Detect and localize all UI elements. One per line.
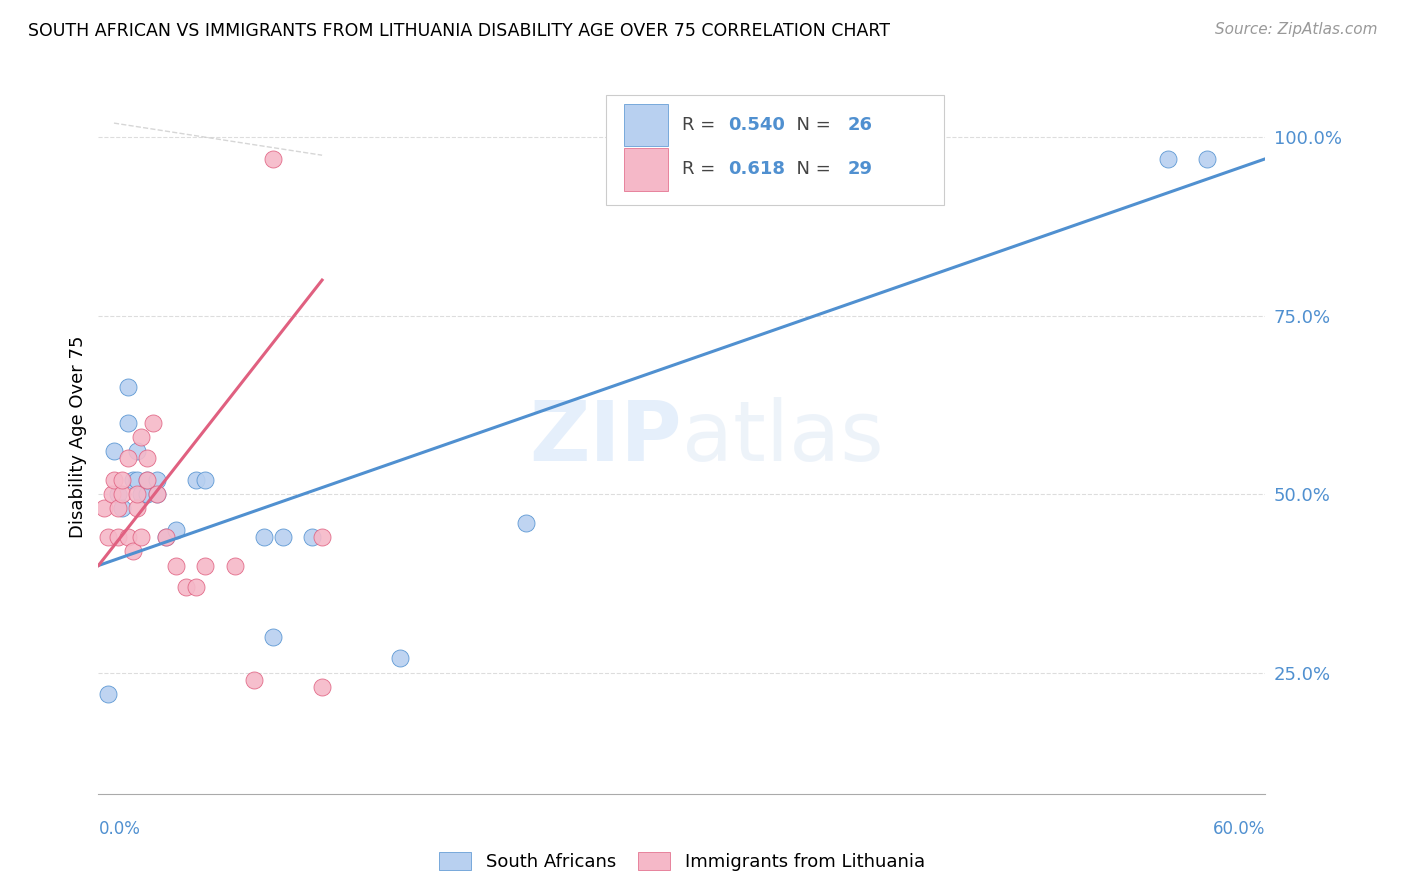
Text: atlas: atlas bbox=[682, 397, 883, 477]
Point bbox=[97, 687, 120, 701]
Point bbox=[117, 380, 139, 394]
Point bbox=[224, 558, 246, 573]
Point bbox=[136, 473, 159, 487]
Point bbox=[142, 416, 165, 430]
Text: ZIP: ZIP bbox=[530, 397, 682, 477]
Text: R =: R = bbox=[682, 116, 721, 134]
Point bbox=[184, 580, 207, 594]
Point bbox=[111, 487, 134, 501]
Point bbox=[262, 152, 284, 166]
Text: N =: N = bbox=[785, 116, 837, 134]
Text: 0.540: 0.540 bbox=[728, 116, 786, 134]
Point bbox=[194, 558, 217, 573]
Y-axis label: Disability Age Over 75: Disability Age Over 75 bbox=[69, 335, 87, 539]
Point bbox=[311, 530, 333, 544]
Point bbox=[129, 487, 152, 501]
Point bbox=[107, 530, 129, 544]
Text: 60.0%: 60.0% bbox=[1213, 820, 1265, 838]
Point bbox=[184, 473, 207, 487]
Point bbox=[117, 416, 139, 430]
Point bbox=[111, 501, 134, 516]
Point bbox=[111, 473, 134, 487]
Point bbox=[515, 516, 537, 530]
Text: 0.618: 0.618 bbox=[728, 161, 786, 178]
Text: SOUTH AFRICAN VS IMMIGRANTS FROM LITHUANIA DISABILITY AGE OVER 75 CORRELATION CH: SOUTH AFRICAN VS IMMIGRANTS FROM LITHUAN… bbox=[28, 22, 890, 40]
Point bbox=[122, 544, 145, 558]
Text: N =: N = bbox=[785, 161, 837, 178]
Text: 26: 26 bbox=[848, 116, 873, 134]
Point bbox=[107, 501, 129, 516]
Point bbox=[146, 487, 169, 501]
Text: R =: R = bbox=[682, 161, 721, 178]
Point bbox=[174, 580, 197, 594]
Point bbox=[136, 487, 159, 501]
Point bbox=[136, 451, 159, 466]
Point bbox=[194, 473, 217, 487]
Point bbox=[117, 530, 139, 544]
Point bbox=[103, 444, 125, 458]
Text: 29: 29 bbox=[848, 161, 873, 178]
Point bbox=[155, 530, 177, 544]
Point bbox=[311, 680, 333, 694]
Point bbox=[1195, 152, 1218, 166]
Point bbox=[155, 530, 177, 544]
Point bbox=[165, 523, 187, 537]
Point bbox=[165, 558, 187, 573]
Legend: South Africans, Immigrants from Lithuania: South Africans, Immigrants from Lithuani… bbox=[432, 845, 932, 879]
Point bbox=[117, 451, 139, 466]
Point bbox=[136, 473, 159, 487]
FancyBboxPatch shape bbox=[624, 148, 668, 191]
Point bbox=[127, 487, 149, 501]
Point bbox=[262, 630, 284, 644]
Point bbox=[107, 487, 129, 501]
Point bbox=[93, 501, 115, 516]
FancyBboxPatch shape bbox=[624, 104, 668, 146]
Point bbox=[253, 530, 276, 544]
Point bbox=[146, 487, 169, 501]
Point bbox=[127, 444, 149, 458]
Text: Source: ZipAtlas.com: Source: ZipAtlas.com bbox=[1215, 22, 1378, 37]
Point bbox=[129, 430, 152, 444]
Point bbox=[301, 530, 323, 544]
Point bbox=[127, 501, 149, 516]
Point bbox=[243, 673, 266, 687]
Point bbox=[271, 530, 294, 544]
Text: 0.0%: 0.0% bbox=[98, 820, 141, 838]
Point bbox=[103, 473, 125, 487]
Point bbox=[388, 651, 411, 665]
Point bbox=[127, 473, 149, 487]
Point bbox=[146, 473, 169, 487]
Point bbox=[129, 530, 152, 544]
Point bbox=[122, 473, 145, 487]
Point bbox=[1157, 152, 1180, 166]
FancyBboxPatch shape bbox=[606, 95, 945, 205]
Point bbox=[97, 530, 120, 544]
Point bbox=[101, 487, 124, 501]
